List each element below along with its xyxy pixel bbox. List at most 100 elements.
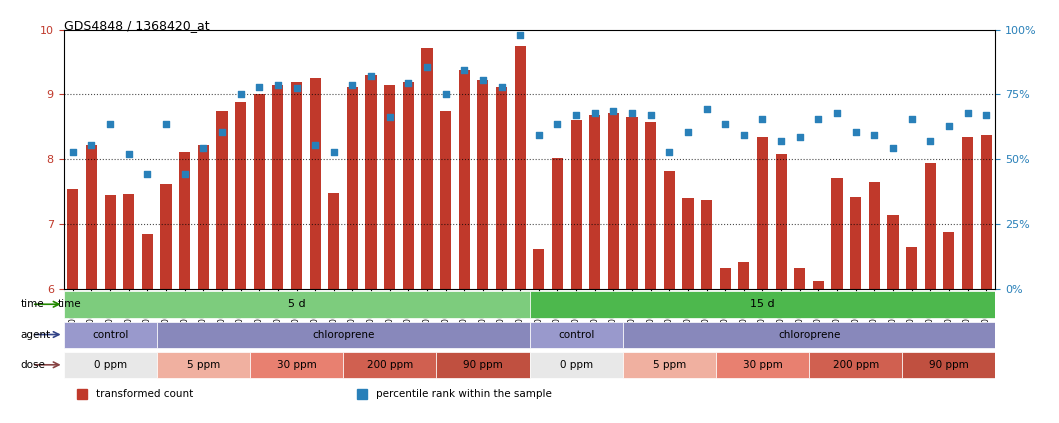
FancyBboxPatch shape: [623, 352, 716, 379]
Point: [381, 114, 398, 121]
Bar: [720, 268, 731, 289]
Point: [847, 129, 864, 135]
Bar: [813, 281, 824, 289]
Point: [121, 151, 138, 157]
Point: [83, 142, 100, 148]
Point: [158, 120, 175, 127]
Point: [325, 148, 342, 155]
Point: [102, 120, 119, 127]
Bar: [664, 171, 675, 289]
Bar: [589, 115, 600, 289]
Point: [866, 131, 883, 138]
Text: dose: dose: [21, 360, 46, 370]
Bar: [161, 184, 172, 289]
Text: GDS4848 / 1368420_at: GDS4848 / 1368420_at: [64, 19, 210, 32]
Bar: [86, 145, 97, 289]
Bar: [794, 268, 805, 289]
Point: [791, 133, 808, 140]
Point: [754, 116, 771, 123]
Text: 90 ppm: 90 ppm: [929, 360, 969, 370]
Point: [680, 129, 697, 135]
FancyBboxPatch shape: [530, 352, 623, 379]
Text: 0 ppm: 0 ppm: [93, 360, 127, 370]
Point: [549, 120, 566, 127]
Point: [828, 109, 845, 116]
Bar: [179, 151, 191, 289]
Point: [903, 116, 920, 123]
Bar: [402, 82, 414, 289]
Point: [642, 112, 659, 118]
Text: 5 ppm: 5 ppm: [186, 360, 220, 370]
Point: [139, 170, 156, 177]
Text: time: time: [21, 299, 44, 309]
Point: [531, 131, 548, 138]
Text: 30 ppm: 30 ppm: [276, 360, 317, 370]
Text: 5 ppm: 5 ppm: [652, 360, 686, 370]
FancyBboxPatch shape: [530, 321, 623, 348]
Bar: [496, 87, 507, 289]
Text: 200 ppm: 200 ppm: [832, 360, 879, 370]
Text: 200 ppm: 200 ppm: [366, 360, 413, 370]
Point: [195, 144, 212, 151]
Point: [362, 73, 379, 80]
Point: [176, 170, 193, 177]
Text: time: time: [58, 299, 82, 309]
Bar: [981, 135, 991, 289]
Point: [735, 131, 752, 138]
Point: [568, 112, 585, 118]
Point: [884, 144, 901, 151]
Text: 0 ppm: 0 ppm: [559, 360, 593, 370]
Bar: [123, 194, 134, 289]
Bar: [831, 178, 843, 289]
FancyBboxPatch shape: [64, 291, 530, 318]
Point: [921, 138, 938, 145]
Point: [232, 91, 249, 98]
FancyBboxPatch shape: [343, 352, 436, 379]
Bar: [608, 113, 618, 289]
FancyBboxPatch shape: [623, 321, 995, 348]
Point: [717, 120, 734, 127]
Bar: [850, 197, 861, 289]
Bar: [925, 162, 936, 289]
Bar: [645, 122, 657, 289]
Point: [587, 109, 604, 116]
FancyBboxPatch shape: [64, 321, 157, 348]
Text: percentile rank within the sample: percentile rank within the sample: [376, 389, 552, 399]
Bar: [198, 145, 209, 289]
Point: [65, 148, 82, 155]
FancyBboxPatch shape: [64, 352, 157, 379]
Point: [940, 122, 957, 129]
Bar: [515, 46, 525, 289]
FancyBboxPatch shape: [157, 321, 530, 348]
Text: 15 d: 15 d: [750, 299, 775, 309]
Bar: [347, 87, 358, 289]
Point: [344, 81, 361, 88]
Bar: [142, 234, 152, 289]
Bar: [421, 48, 432, 289]
Bar: [701, 200, 712, 289]
Bar: [68, 189, 78, 289]
Bar: [216, 111, 228, 289]
FancyBboxPatch shape: [250, 352, 343, 379]
Bar: [365, 75, 377, 289]
Bar: [775, 154, 787, 289]
Bar: [571, 121, 581, 289]
FancyBboxPatch shape: [902, 352, 995, 379]
Point: [661, 148, 678, 155]
Text: 30 ppm: 30 ppm: [742, 360, 783, 370]
Text: agent: agent: [21, 330, 51, 340]
Bar: [459, 70, 470, 289]
FancyBboxPatch shape: [530, 291, 995, 318]
FancyBboxPatch shape: [716, 352, 809, 379]
Bar: [441, 111, 451, 289]
Bar: [962, 137, 973, 289]
Bar: [738, 262, 750, 289]
Point: [605, 107, 622, 114]
Point: [624, 109, 641, 116]
Point: [455, 66, 472, 73]
Point: [400, 80, 417, 86]
Text: chloroprene: chloroprene: [312, 330, 374, 340]
Bar: [328, 193, 339, 289]
Bar: [105, 195, 115, 289]
Point: [307, 142, 324, 148]
